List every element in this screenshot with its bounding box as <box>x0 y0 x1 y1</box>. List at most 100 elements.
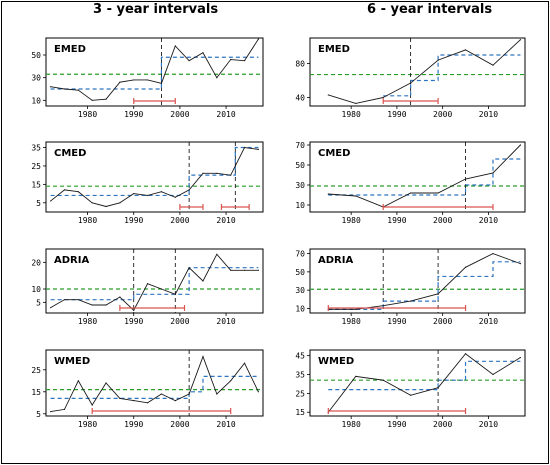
data-point <box>382 96 384 99</box>
data-point <box>105 205 107 208</box>
step-fit-line <box>50 56 259 90</box>
data-point <box>188 393 190 395</box>
panel-label: CMED <box>54 148 86 159</box>
data-point <box>174 293 176 295</box>
x-tick-label: 1990 <box>387 110 406 119</box>
data-point <box>50 86 52 88</box>
data-point <box>160 191 163 193</box>
data-point <box>410 82 412 84</box>
x-tick-label: 2000 <box>170 420 189 429</box>
data-point <box>63 189 66 191</box>
x-tick-label: 1980 <box>78 110 97 119</box>
y-tick-label: 45 <box>295 352 305 361</box>
plot-box <box>309 37 526 107</box>
data-point <box>327 193 329 195</box>
x-tick-label: 1980 <box>342 110 361 119</box>
y-tick-label: 30 <box>295 181 305 190</box>
x-tick-label: 1990 <box>387 216 406 225</box>
panel-right-adria: 10 30 50 70 1980 1990 2000 2010 ADRIA <box>295 248 526 326</box>
data-point <box>91 99 93 101</box>
data-point <box>243 362 246 364</box>
data-point <box>382 305 384 307</box>
data-point <box>77 380 79 382</box>
panel-left-emed: 10 30 50 1980 1990 2000 2010 EMED <box>31 37 264 119</box>
data-point <box>355 308 357 310</box>
data-point <box>63 88 66 90</box>
x-tick-label: 2010 <box>216 110 235 119</box>
data-point <box>492 373 494 376</box>
x-tick-label: 2000 <box>433 110 452 119</box>
panel-left-cmed: 5 15 25 35 1980 1990 2000 2010 CMED <box>31 141 264 225</box>
step-fit-line <box>50 267 259 301</box>
y-tick-label: 25 <box>31 366 41 375</box>
x-tick-label: 2010 <box>479 110 498 119</box>
series-line <box>50 253 259 312</box>
step-fit-line <box>383 54 521 97</box>
data-point <box>77 89 79 91</box>
data-point <box>355 195 357 197</box>
data-point <box>355 375 357 377</box>
data-point <box>160 393 163 395</box>
data-point <box>188 267 190 269</box>
y-tick-label: 70 <box>295 250 305 259</box>
data-point <box>519 263 522 265</box>
data-point <box>216 172 218 174</box>
data-point <box>257 148 259 150</box>
data-point <box>464 178 467 180</box>
plot-box <box>309 248 526 314</box>
data-point <box>257 391 259 393</box>
data-point <box>464 353 467 355</box>
data-point <box>492 64 494 66</box>
panel-left-adria: 5 10 20 1980 1990 2000 2010 ADRIA <box>31 248 264 326</box>
plot-box <box>45 37 264 107</box>
x-tick-label: 1990 <box>124 110 143 119</box>
y-tick-label: 25 <box>31 162 41 171</box>
data-point <box>119 81 121 83</box>
data-point <box>519 144 522 146</box>
plot-box <box>45 248 264 314</box>
data-point <box>410 300 412 302</box>
x-tick-label: 1980 <box>342 216 361 225</box>
x-tick-label: 1980 <box>78 317 97 326</box>
data-point <box>133 309 135 311</box>
x-tick-label: 2010 <box>479 317 498 326</box>
data-point <box>119 296 121 298</box>
x-tick-label: 2010 <box>479 216 498 225</box>
data-point <box>188 60 190 62</box>
data-point <box>146 402 149 404</box>
y-tick-label: 5 <box>36 199 41 208</box>
y-tick-label: 50 <box>295 268 305 277</box>
x-tick-label: 1980 <box>342 317 361 326</box>
y-tick-label: 10 <box>31 285 41 294</box>
data-point <box>188 189 190 191</box>
series-line <box>50 147 259 207</box>
panel-left-wmed: 5 15 25 1980 1990 2000 2010 WMED <box>31 349 264 429</box>
step-fit-line <box>50 375 259 399</box>
data-point <box>91 404 93 406</box>
data-point <box>410 192 412 194</box>
data-point <box>133 79 135 81</box>
x-tick-label: 2010 <box>216 420 235 429</box>
x-tick-label: 1990 <box>387 420 406 429</box>
data-point <box>91 202 93 204</box>
series-line <box>328 144 521 208</box>
panel-label: WMED <box>54 356 90 367</box>
plot-box <box>45 349 264 417</box>
data-point <box>119 202 121 204</box>
y-tick-label: 10 <box>295 304 305 313</box>
y-tick-label: 50 <box>31 51 41 60</box>
panel-right-wmed: 15 25 35 45 1980 1990 2000 2010 WMED <box>295 349 526 429</box>
step-fit-line <box>328 158 521 196</box>
data-point <box>437 59 439 61</box>
data-point <box>174 400 176 402</box>
data-point <box>492 252 494 255</box>
data-point <box>119 397 121 399</box>
data-point <box>63 408 66 410</box>
panel-right-emed: 40 80 1980 1990 2000 2010 EMED <box>295 37 526 119</box>
data-point <box>437 387 439 389</box>
x-tick-label: 2010 <box>216 216 235 225</box>
data-point <box>133 192 135 195</box>
x-tick-label: 2000 <box>170 110 189 119</box>
